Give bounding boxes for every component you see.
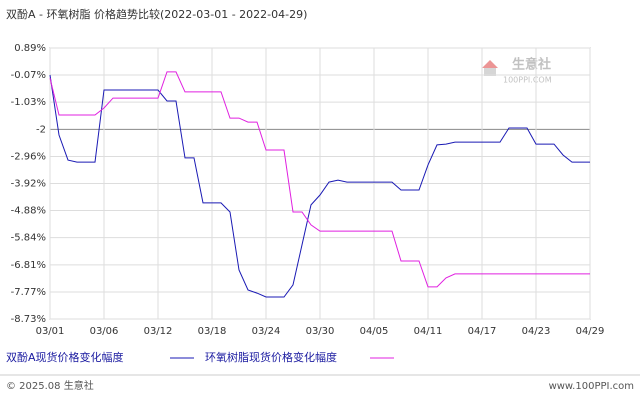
x-tick-label: 04/23 bbox=[522, 326, 551, 337]
watermark-name: 生意社 bbox=[512, 57, 551, 73]
chart-title: 双酚A - 环氧树脂 价格趋势比较(2022-03-01 - 2022-04-2… bbox=[6, 7, 307, 21]
y-tick-label: -0.07% bbox=[11, 70, 46, 81]
x-tick-label: 04/29 bbox=[576, 326, 605, 337]
x-tick-label: 04/17 bbox=[468, 326, 497, 337]
y-tick-label: -4.88% bbox=[11, 206, 46, 217]
series-line bbox=[49, 71, 590, 288]
watermark-icon bbox=[484, 68, 496, 76]
x-tick-label: 03/30 bbox=[306, 326, 335, 337]
watermark: 生意社 100PPI.COM bbox=[482, 57, 552, 85]
y-tick-label: -2.96% bbox=[11, 151, 46, 162]
y-tick-label: -1.03% bbox=[11, 97, 46, 108]
series-line bbox=[49, 74, 590, 298]
x-tick-label: 03/06 bbox=[90, 326, 119, 337]
x-tick-label: 03/18 bbox=[198, 326, 227, 337]
footer-copyright: © 2025.08 生意社 bbox=[6, 379, 94, 392]
y-tick-label: -2 bbox=[36, 124, 46, 135]
x-tick-label: 04/05 bbox=[360, 326, 389, 337]
watermark-url: 100PPI.COM bbox=[503, 76, 552, 85]
y-tick-label: 0.89% bbox=[14, 43, 46, 54]
watermark-icon bbox=[482, 60, 498, 68]
x-tick-label: 03/12 bbox=[144, 326, 173, 337]
x-tick-label: 03/01 bbox=[36, 326, 65, 337]
y-tick-label: -5.84% bbox=[11, 233, 46, 244]
x-tick-label: 03/24 bbox=[252, 326, 281, 337]
legend-label: 环氧树脂现货价格变化幅度 bbox=[205, 350, 337, 364]
x-tick-label: 04/11 bbox=[414, 326, 443, 337]
y-tick-label: -7.77% bbox=[11, 287, 46, 298]
y-tick-label: -8.73% bbox=[11, 314, 46, 325]
footer-site: www.100PPI.com bbox=[549, 381, 634, 392]
y-tick-label: -3.92% bbox=[11, 179, 46, 190]
y-tick-label: -6.81% bbox=[11, 260, 46, 271]
legend-label: 双酚A现货价格变化幅度 bbox=[6, 350, 124, 364]
